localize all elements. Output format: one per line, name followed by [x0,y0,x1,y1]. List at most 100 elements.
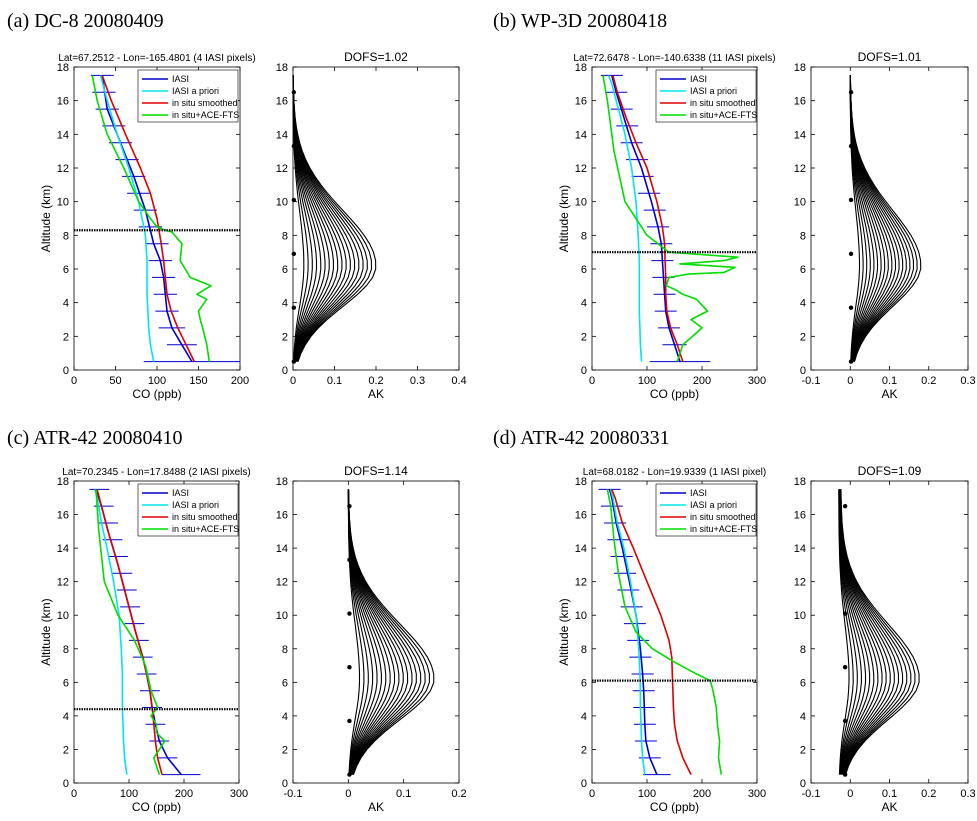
co-panel-1-title: Lat=72.6478 - Lon=-140.6338 (11 IASI pix… [573,53,775,64]
co-panel-3-ytick-label: 4 [581,711,587,723]
legend-entry: IASI a priori [690,500,737,510]
ak-panel-3-ytick-label: 2 [800,744,806,756]
legend-entry: in situ smoothed [690,512,756,522]
legend-entry: IASI [690,488,707,498]
ak-marker [347,772,352,777]
ak-panel-0-ytick-label: 14 [276,129,288,141]
co-panel-0-xtick-label: 50 [109,375,121,387]
panel-title-3: (d) ATR-42 20080331 [493,427,670,449]
co-panel-1-ytick-label: 14 [575,129,587,141]
ak-marker [347,665,352,670]
co-panel-2-xtick-label: 100 [120,788,138,800]
series-line-iasi [611,75,681,362]
co-panel-1-ytick-label: 8 [581,230,587,242]
ak-panel-2-ytick-label: 8 [282,644,288,656]
ak-panel-1-xtick-label: 0 [847,375,853,387]
co-panel-3-xtick-label: 200 [693,788,711,800]
co-panel-3-ytick-label: 8 [581,644,587,656]
ak-panel-1-ytick-label: 0 [800,365,806,377]
series-line-in-situ-smoothed [612,75,684,362]
ak-panel-1-xlabel: AK [881,387,897,401]
co-panel-3-ytick-label: 10 [575,610,587,622]
co-panel-1-axes: 0 100 200 300 0 2 4 6 8 10 12 14 16 18 CO (ppb) Altitud… [557,53,776,401]
co-panel-3-ytick-label: 6 [581,677,587,689]
legend-entry: IASI [172,74,189,84]
ak-panel-0-ytick-label: 4 [282,298,288,310]
co-panel-0-ytick-label: 12 [57,163,69,175]
ak-panel-0-xtick-label: 0.1 [327,375,342,387]
ak-marker [842,611,848,616]
co-panel-1-xtick-label: 100 [638,375,656,387]
ak-panel-0-xtick-label: 0.4 [451,375,466,387]
panel-title-2: (c) ATR-42 20080410 [7,427,183,449]
co-panel-2-ytick-label: 14 [57,543,69,555]
co-panel-3-title: Lat=68.0182 - Lon=19.9339 (1 IASI pixel) [583,467,766,478]
ak-marker [347,557,352,563]
co-panel-2-ytick-label: 2 [63,744,69,756]
ak-marker [347,503,352,509]
legend-entry: in situ+ACE-FTS [172,110,239,120]
co-panel-3-frame [591,480,758,784]
ak-panel-0-xlabel: AK [368,387,384,401]
series-line-iasi-a-priori [99,75,155,362]
ak-curves [291,75,377,364]
legend-entry: in situ+ACE-FTS [690,110,757,120]
series-line-iasi [608,489,658,775]
co-panel-3-ytick-label: 16 [575,510,587,522]
legend-entry: in situ+ACE-FTS [690,524,757,534]
ak-panel-0-ytick-label: 6 [282,264,288,276]
ak-panel-3-ytick-label: 0 [800,778,806,790]
co-panel-0-ytick-label: 18 [57,62,69,74]
legend-1: IASI IASI a priori in situ smoothed in situ… [655,69,757,123]
ak-marker [291,143,297,149]
ak-panel-3-xtick-label: 0.2 [921,788,936,800]
co-panel-0-ytick-label: 0 [63,365,69,377]
co-panel-2-ytick-label: 0 [63,778,69,790]
ak-panel-0-ytick-label: 18 [276,62,288,74]
co-panel-0-ytick-label: 14 [57,129,69,141]
co-panel-1-ytick-label: 18 [575,62,587,74]
ak-panel-2-ytick-label: 2 [282,744,288,756]
ak-marker [848,143,854,149]
co-panel-2-ytick-label: 12 [57,577,69,589]
co-panel-3-ytick-label: 12 [575,577,587,589]
ak-marker [291,359,297,364]
co-panel-2-xtick-label: 200 [175,788,193,800]
co-panel-2-ytick-label: 8 [63,644,69,656]
co-panel-2-ylabel: Altitude (km) [39,598,53,665]
ak-marker [347,718,352,724]
co-panel-3-ylabel: Altitude (km) [557,598,571,665]
ak-panel-2-ytick-label: 16 [276,510,288,522]
legend-entry: in situ+ACE-FTS [172,524,239,534]
co-panel-2-ytick-label: 6 [63,677,69,689]
co-panel-2-title: Lat=70.2345 - Lon=17.8488 (2 IASI pixels… [62,467,250,478]
co-panel-3-ytick-label: 14 [575,543,587,555]
ak-panel-3-title: DOFS=1.09 [858,464,922,478]
ak-panel-1-title: DOFS=1.01 [858,50,922,64]
ak-panel-3-ytick-label: 10 [794,610,806,622]
series-line-iasi-a-priori [607,75,643,362]
ak-marker [848,251,854,257]
co-panel-1-ytick-label: 6 [581,264,587,276]
ak-panel-2-ytick-label: 10 [276,610,288,622]
co-panel-2-ytick-label: 10 [57,610,69,622]
series-line-in-situ-smoothed [101,75,196,362]
ak-panel-3-ytick-label: 12 [794,577,806,589]
ak-panel-0-ytick-label: 8 [282,230,288,242]
ak-marker [842,772,848,777]
co-panel-2-ytick-label: 16 [57,510,69,522]
ak-panel-1-ytick-label: 6 [800,264,806,276]
co-panel-3-xtick-label: 300 [748,788,766,800]
legend-entry: IASI [690,74,707,84]
ak-panel-2-ytick-label: 18 [276,476,288,488]
series-line-in-situ-smoothed [611,489,692,775]
ak-panel-3-xtick-label: 0.1 [882,788,897,800]
co-panel-0-ytick-label: 4 [63,298,69,310]
co-panel-2-axes: 0 100 200 300 0 2 4 6 8 10 12 14 16 18 CO (ppb) Altitud… [39,467,251,814]
ak-panel-1-xtick-label: 0.1 [882,375,897,387]
ak-marker [848,90,854,95]
co-panel-0-ytick-label: 2 [63,331,69,343]
co-panel-1-frame [591,66,758,371]
